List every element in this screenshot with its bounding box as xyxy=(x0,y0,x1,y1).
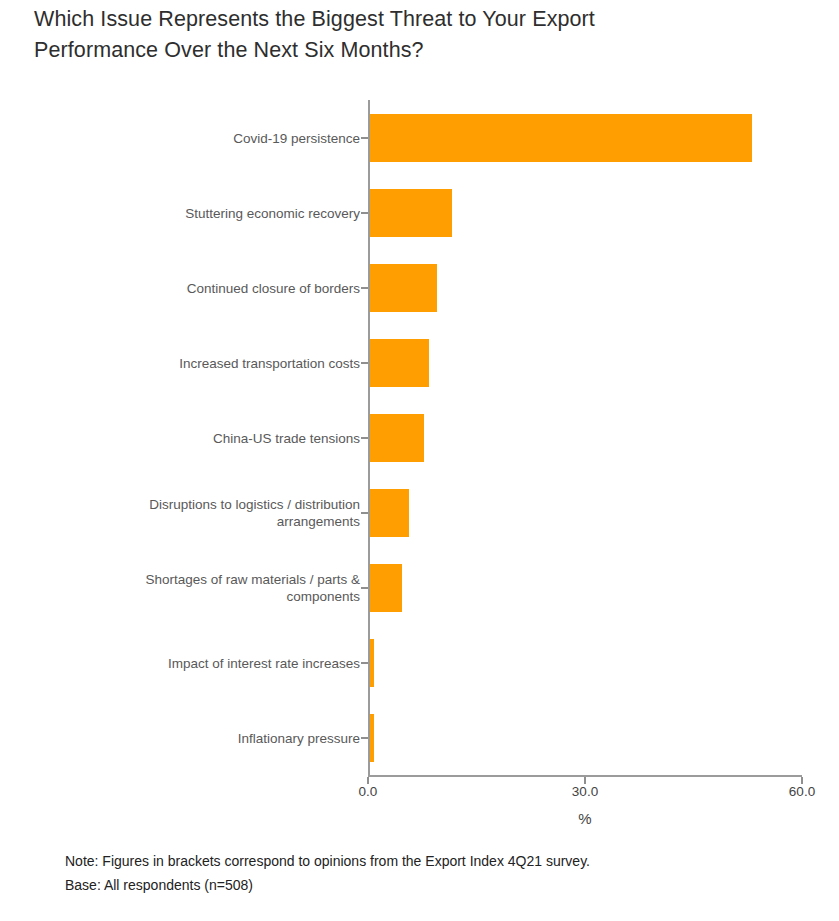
category-label: Increased transportation costs xyxy=(100,355,360,372)
category-label: Covid-19 persistence xyxy=(100,130,360,147)
category-tick xyxy=(361,287,368,289)
chart-canvas: Which Issue Represents the Biggest Threa… xyxy=(0,0,839,921)
bar xyxy=(370,189,452,237)
category-label: Shortages of raw materials / parts & com… xyxy=(100,571,360,605)
bar xyxy=(370,489,409,537)
category-tick xyxy=(361,662,368,664)
chart-note: Note: Figures in brackets correspond to … xyxy=(65,853,590,869)
x-axis-tick-label: 30.0 xyxy=(572,784,598,799)
x-axis-title: % xyxy=(578,810,591,827)
category-tick xyxy=(361,362,368,364)
x-axis-tick xyxy=(801,777,803,784)
category-tick xyxy=(361,737,368,739)
bar xyxy=(370,264,437,312)
category-tick xyxy=(361,587,368,589)
bar xyxy=(370,414,424,462)
category-label: China-US trade tensions xyxy=(100,430,360,447)
category-label: Continued closure of borders xyxy=(100,280,360,297)
category-tick xyxy=(361,437,368,439)
plot-area xyxy=(368,100,802,777)
bar xyxy=(370,339,429,387)
bar xyxy=(370,714,374,762)
x-axis-tick-label: 0.0 xyxy=(359,784,378,799)
x-axis-tick xyxy=(367,777,369,784)
category-label: Disruptions to logistics / distribution … xyxy=(100,496,360,530)
x-axis-tick-label: 60.0 xyxy=(789,784,815,799)
category-tick xyxy=(361,512,368,514)
category-label: Stuttering economic recovery xyxy=(100,205,360,222)
chart-base-note: Base: All respondents (n=508) xyxy=(65,877,253,893)
bar xyxy=(370,639,374,687)
x-axis-tick xyxy=(584,777,586,784)
category-label: Impact of interest rate increases xyxy=(100,655,360,672)
category-tick xyxy=(361,212,368,214)
category-tick xyxy=(361,137,368,139)
bar xyxy=(370,564,402,612)
bar xyxy=(370,114,752,162)
chart-title: Which Issue Represents the Biggest Threa… xyxy=(34,4,694,66)
category-label: Inflationary pressure xyxy=(100,730,360,747)
